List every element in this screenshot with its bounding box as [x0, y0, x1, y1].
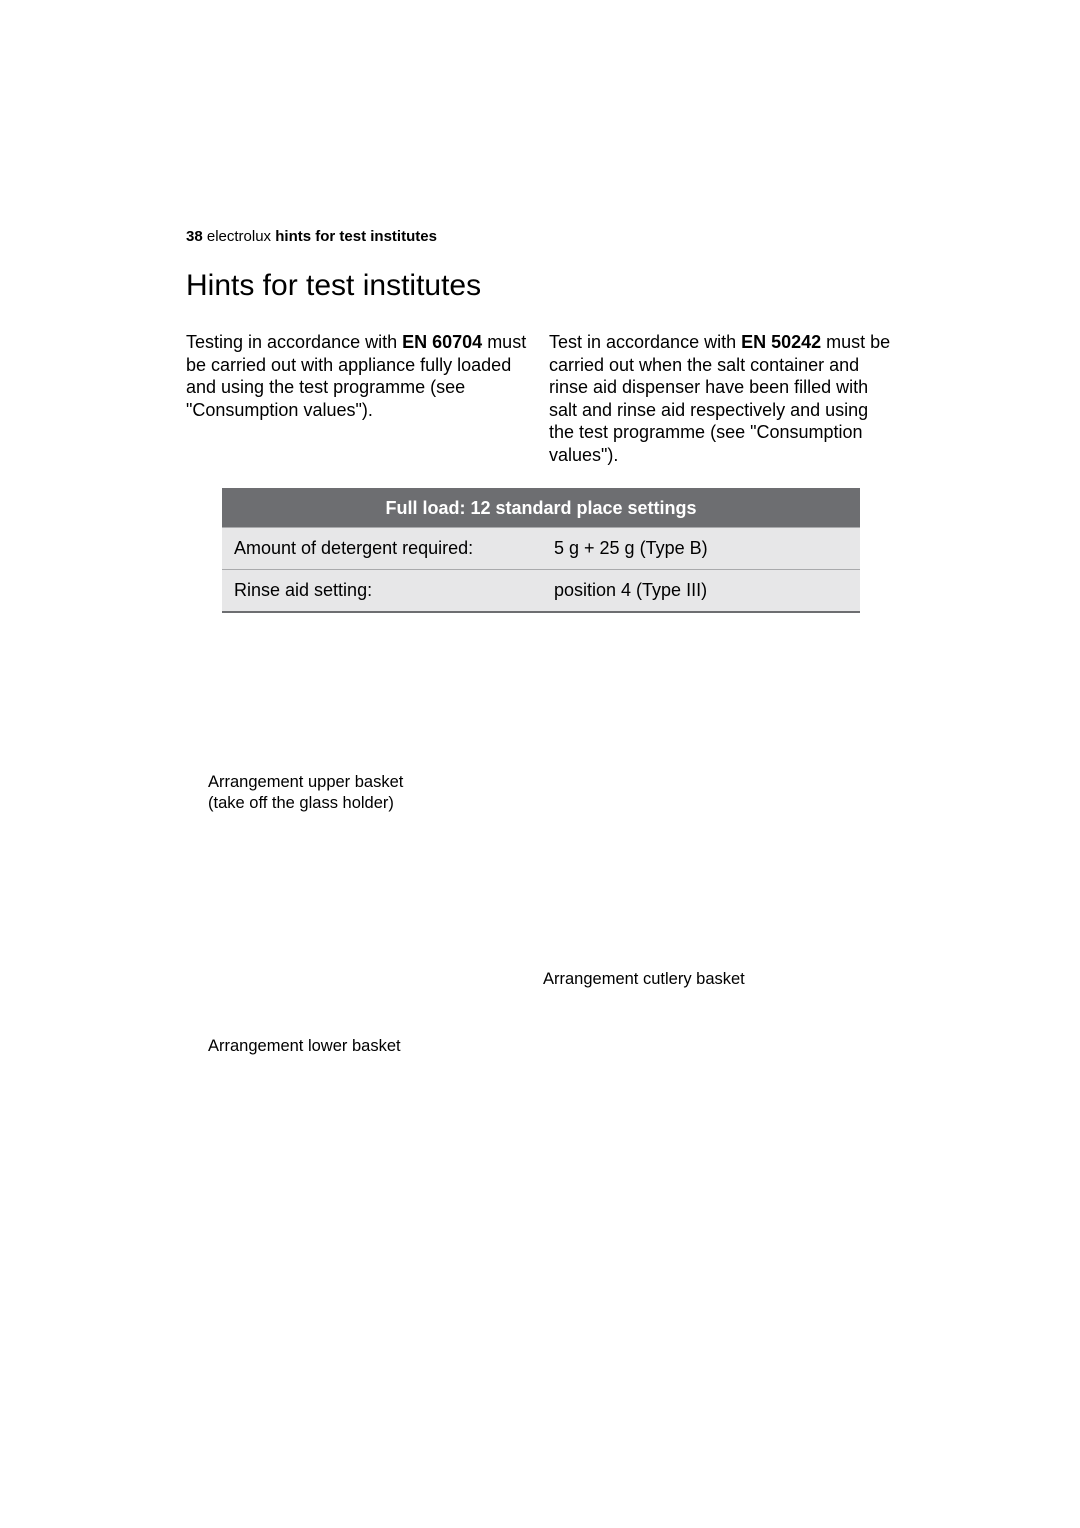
- table-cell-label: Rinse aid setting:: [222, 570, 552, 611]
- left-text-bold: EN 60704: [402, 332, 482, 352]
- caption-lower-basket: Arrangement lower basket: [208, 1036, 401, 1057]
- table-cell-label: Amount of detergent required:: [222, 528, 552, 569]
- left-text-pre: Testing in accordance with: [186, 332, 402, 352]
- table-cell-value: 5 g + 25 g (Type B): [552, 528, 860, 569]
- caption-upper-basket: Arrangement upper basket (take off the g…: [208, 772, 403, 813]
- page-title: Hints for test institutes: [186, 269, 894, 303]
- right-column-paragraph: Test in accordance with EN 50242 must be…: [549, 331, 894, 466]
- section-name: hints for test institutes: [275, 228, 437, 245]
- table-row: Rinse aid setting: position 4 (Type III): [222, 569, 860, 613]
- table-cell-value: position 4 (Type III): [552, 570, 860, 611]
- page-content: 38 electrolux hints for test institutes …: [0, 0, 1080, 613]
- caption-upper-line1: Arrangement upper basket: [208, 773, 403, 791]
- page-number: 38: [186, 228, 203, 245]
- table-header: Full load: 12 standard place settings: [222, 488, 860, 527]
- table-row: Amount of detergent required: 5 g + 25 g…: [222, 527, 860, 569]
- right-text-bold: EN 50242: [741, 332, 821, 352]
- two-column-text: Testing in accordance with EN 60704 must…: [186, 331, 894, 466]
- caption-upper-line2: (take off the glass holder): [208, 794, 394, 812]
- settings-table: Full load: 12 standard place settings Am…: [222, 488, 860, 613]
- caption-cutlery-basket: Arrangement cutlery basket: [543, 969, 745, 990]
- page-header: 38 electrolux hints for test institutes: [186, 228, 894, 245]
- right-text-pre: Test in accordance with: [549, 332, 741, 352]
- left-column-paragraph: Testing in accordance with EN 60704 must…: [186, 331, 531, 466]
- brand-name: electrolux: [207, 228, 271, 245]
